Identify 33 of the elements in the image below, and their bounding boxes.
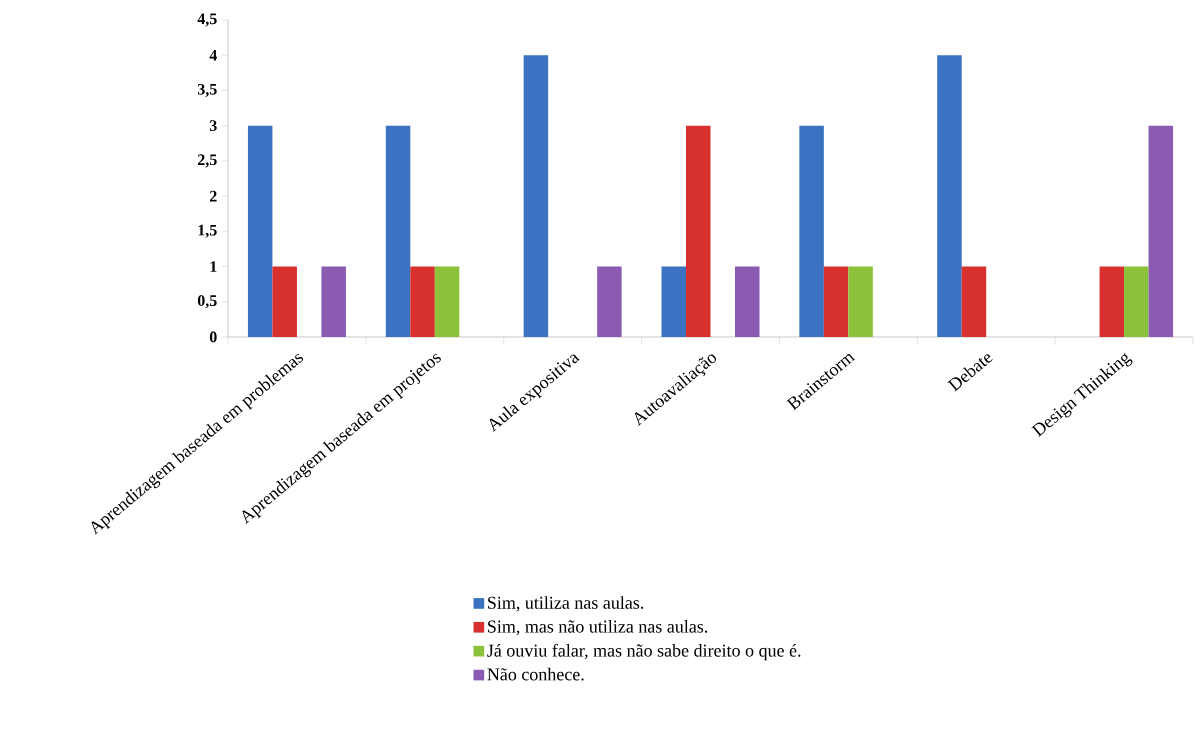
- bar: [799, 125, 824, 337]
- y-tick-label: 3,5: [197, 83, 217, 97]
- legend-label: Não conhece.: [487, 667, 584, 681]
- bar: [410, 266, 435, 337]
- y-tick-label: 1: [210, 261, 217, 272]
- bar: [661, 266, 686, 337]
- y-tick-label: 0,5: [197, 295, 217, 309]
- bar: [247, 125, 273, 337]
- bar: [434, 266, 460, 337]
- y-tick-label: 0: [209, 331, 217, 343]
- bar: [597, 266, 622, 337]
- y-tick-label: 4,5: [197, 13, 217, 27]
- bar: [385, 125, 411, 337]
- bar: [961, 266, 987, 337]
- y-tick-label: 2: [209, 190, 217, 202]
- bar: [686, 125, 711, 337]
- bar: [823, 266, 849, 337]
- bar: [937, 55, 962, 337]
- legend-label: Sim, mas não utiliza nas aulas.: [488, 620, 708, 636]
- y-tick-label: 3: [209, 120, 217, 132]
- bar: [523, 55, 549, 337]
- bar: [735, 266, 760, 337]
- y-tick-label: 1,5: [198, 224, 217, 238]
- legend-label: Já ouviu falar, mas não sabe direito o que é.: [487, 643, 801, 661]
- bar: [272, 266, 297, 337]
- bar: [321, 266, 346, 337]
- bar: [1124, 266, 1149, 337]
- legend-label: Sim, utiliza nas aulas.: [488, 596, 644, 612]
- y-tick-label: 4: [209, 49, 217, 61]
- bar: [848, 266, 873, 337]
- bar: [1099, 266, 1125, 337]
- bar: [1148, 125, 1174, 337]
- y-tick-label: 2,5: [197, 154, 217, 168]
